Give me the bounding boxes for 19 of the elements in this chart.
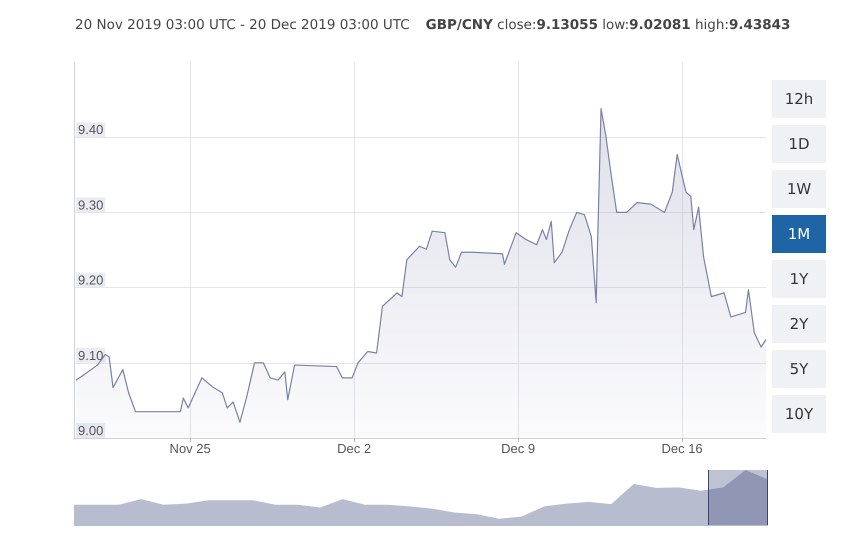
x-tick-label: Dec 16 — [661, 441, 703, 456]
x-tick-label: Dec 2 — [337, 441, 372, 456]
category-label: 1Y — [772, 260, 826, 298]
y-tick-label: 9.10 — [78, 348, 104, 363]
category-label: 12h — [772, 80, 826, 118]
category-label: 1W — [772, 170, 826, 208]
category-label: 5Y — [772, 350, 826, 388]
category-label: 1D — [772, 125, 826, 163]
chart-title: 20 Nov 2019 03:00 UTC - 20 Dec 2019 03:00 UTC — [75, 17, 410, 33]
category-label: 10Y — [772, 395, 826, 433]
y-tick-label: 9.30 — [78, 197, 104, 212]
x-tick-label: Nov 25 — [170, 441, 211, 456]
x-tick-label: Dec 9 — [501, 441, 536, 456]
y-tick-label: 9.20 — [78, 272, 104, 288]
y-tick-label: 9.00 — [78, 423, 104, 438]
category-label: 2Y — [772, 305, 826, 343]
category-label: 1M — [772, 215, 826, 253]
chart-subtitle: GBP/CNY close:9.13055 low:9.02081 high:9.43843 — [426, 17, 790, 33]
y-tick-label: 9.40 — [78, 122, 104, 138]
